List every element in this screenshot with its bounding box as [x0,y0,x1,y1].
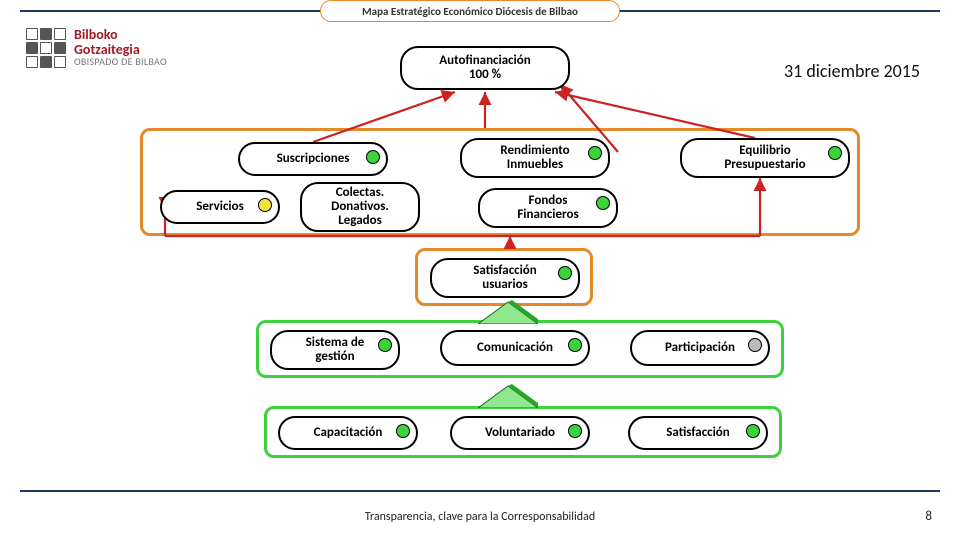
status-dot [378,338,392,352]
pill-satisf2: Satisfacción [628,416,768,450]
pill-partic: Participación [630,330,770,366]
arrow-up-0 [478,300,538,324]
status-dot [568,424,582,438]
pill-volunt: Voluntariado [450,416,590,450]
pill-servic: Servicios [160,190,280,224]
logo-text: Bilboko Gotzaitegia OBISPADO DE BILBAO [74,28,167,68]
pill-fondos: FondosFinancieros [478,188,618,228]
status-dot [568,338,582,352]
status-dot [828,146,842,160]
pill-capac: Capacitación [278,416,418,450]
slide-title: Mapa Estratégico Económico Diócesis de B… [320,0,620,22]
pill-equilib: EquilibrioPresupuestario [680,138,850,178]
status-dot [746,424,760,438]
slide-canvas: Bilboko Gotzaitegia OBISPADO DE BILBAO M… [0,0,960,540]
date-label: 31 diciembre 2015 [784,60,920,82]
rule-bottom [20,490,940,492]
pill-autofin: Autofinanciación100 % [400,46,570,90]
pill-rendinm: RendimientoInmuebles [460,138,610,178]
logo-sub: OBISPADO DE BILBAO [74,57,167,68]
arrow-up-1 [478,384,538,408]
pill-colect: Colectas.Donativos.Legados [300,182,420,232]
logo-icon [26,28,66,68]
pill-suscrip: Suscripciones [238,142,388,176]
status-dot [396,424,410,438]
pill-satisf: Satisfacciónusuarios [430,258,580,298]
pill-comunic: Comunicación [440,330,590,366]
logo: Bilboko Gotzaitegia OBISPADO DE BILBAO [26,28,167,68]
pill-sistema: Sistema degestión [270,330,400,370]
page-number: 8 [925,509,932,524]
status-dot [588,146,602,160]
status-dot [748,338,762,352]
status-dot [558,266,572,280]
footer-text: Transparencia, clave para la Corresponsa… [0,510,960,524]
title-text: Mapa Estratégico Económico Diócesis de B… [362,5,578,18]
status-dot [366,150,380,164]
status-dot [258,198,272,212]
status-dot [596,196,610,210]
